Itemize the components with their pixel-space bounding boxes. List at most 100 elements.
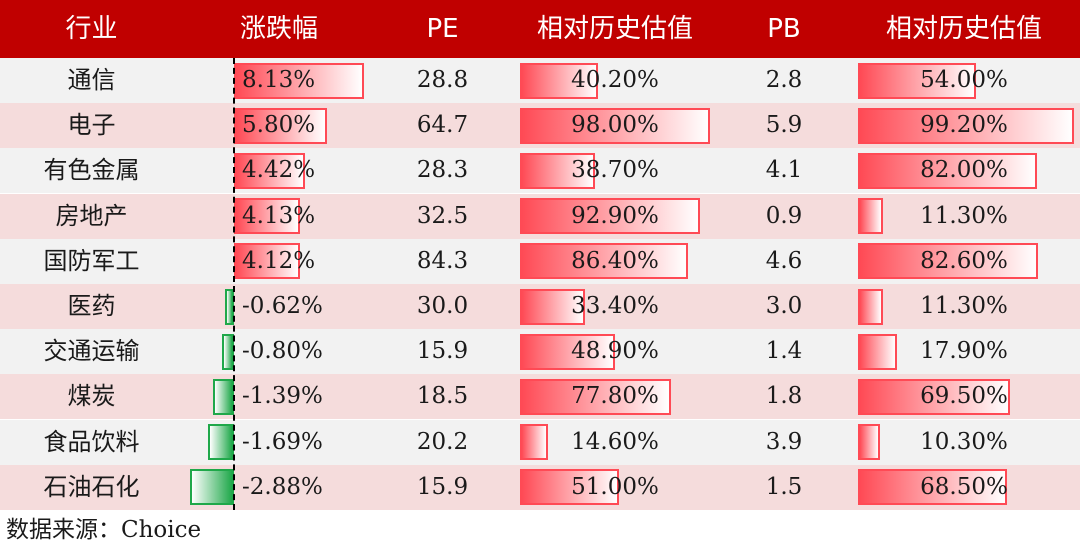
pe-relative-bar xyxy=(520,107,711,144)
pb-value: 1.4 xyxy=(765,338,803,365)
pe-relative-value: 77.80% xyxy=(571,383,659,410)
pb-relative-value: 17.90% xyxy=(920,338,1008,365)
change-value: 8.13% xyxy=(242,67,316,93)
change-bar xyxy=(189,469,234,506)
pb-relative-value: 54.00% xyxy=(920,67,1008,93)
pe-relative-bar xyxy=(520,424,549,461)
pb-value: 5.9 xyxy=(765,112,803,139)
pb-relative-value: 82.00% xyxy=(920,157,1008,184)
pe-relative-value: 38.70% xyxy=(571,157,659,184)
header-change: 涨跌幅 xyxy=(239,14,318,44)
table-row: 交通运输 -0.80% 15.9 48.90% 1.4 17.90% xyxy=(0,329,1080,375)
pe-value: 15.9 xyxy=(416,473,469,500)
change-value: 4.13% xyxy=(242,202,316,229)
pb-relative-value: 82.60% xyxy=(920,247,1008,274)
pb-relative-bar xyxy=(858,424,881,461)
industry-name: 交通运输 xyxy=(43,337,140,366)
industry-name: 通信 xyxy=(67,66,116,94)
pb-relative-value: 99.20% xyxy=(920,112,1008,139)
pb-relative-value: 11.30% xyxy=(920,202,1008,229)
pb-relative-value: 10.30% xyxy=(920,428,1008,455)
industry-valuation-table: 行业 涨跌幅 PE 相对历史估值 PB 相对历史估值 通信 8.13% 28.8 40… xyxy=(0,0,1080,510)
pe-value: 20.2 xyxy=(416,428,469,455)
change-value: 4.42% xyxy=(242,157,316,184)
pb-value: 3.0 xyxy=(765,293,803,319)
pe-relative-bar xyxy=(520,469,619,506)
change-value: 4.12% xyxy=(242,247,316,274)
pe-value: 28.8 xyxy=(416,67,469,93)
change-value: -2.88% xyxy=(242,473,323,500)
change-bar xyxy=(234,62,365,99)
table-row: 国防军工 4.12% 84.3 86.40% 4.6 82.60% xyxy=(0,238,1080,284)
pe-value: 32.5 xyxy=(416,202,469,229)
pe-relative-value: 98.00% xyxy=(571,112,659,139)
pb-value: 3.9 xyxy=(765,428,803,455)
pe-relative-value: 48.90% xyxy=(571,338,659,365)
table-row: 有色金属 4.42% 28.3 38.70% 4.1 82.00% xyxy=(0,148,1080,194)
table-row: 石油石化 -2.88% 15.9 51.00% 1.5 68.50% xyxy=(0,464,1080,510)
pb-relative-bar xyxy=(858,198,883,235)
change-value: -0.80% xyxy=(242,338,323,365)
industry-name: 有色金属 xyxy=(43,156,140,185)
source-note: 数据来源：Choice xyxy=(6,517,202,543)
pe-relative-bar xyxy=(520,152,596,189)
change-bar xyxy=(234,152,305,189)
change-zero-axis xyxy=(233,58,235,510)
pb-relative-value: 11.30% xyxy=(920,293,1008,319)
pb-relative-bar xyxy=(858,378,1010,415)
pb-value: 1.8 xyxy=(765,383,803,410)
pe-relative-bar xyxy=(520,378,671,415)
industry-name: 房地产 xyxy=(55,201,128,230)
industry-name: 石油石化 xyxy=(43,472,140,501)
industry-name: 煤炭 xyxy=(67,382,116,411)
header-pb-relative: 相对历史估值 xyxy=(885,14,1042,44)
pb-relative-bar xyxy=(858,333,898,370)
header-pb: PB xyxy=(767,14,801,44)
pe-relative-bar xyxy=(520,62,598,99)
table-header: 行业 涨跌幅 PE 相对历史估值 PB 相对历史估值 xyxy=(0,0,1080,58)
pb-value: 1.5 xyxy=(765,473,803,500)
table-row: 医药 -0.62% 30.0 33.40% 3.0 11.30% xyxy=(0,284,1080,329)
table-row: 煤炭 -1.39% 18.5 77.80% 1.8 69.50% xyxy=(0,374,1080,420)
table-row: 电子 5.80% 64.7 98.00% 5.9 99.20% xyxy=(0,103,1080,149)
pe-relative-value: 14.60% xyxy=(571,428,659,455)
change-bar xyxy=(221,333,234,370)
change-bar xyxy=(224,288,234,325)
pb-relative-bar xyxy=(858,288,883,325)
industry-name: 电子 xyxy=(67,111,116,140)
pb-value: 4.6 xyxy=(765,247,803,274)
pe-relative-value: 33.40% xyxy=(571,293,659,319)
pe-value: 30.0 xyxy=(416,293,469,319)
pb-relative-bar xyxy=(858,469,1008,506)
pb-value: 4.1 xyxy=(765,157,803,184)
pb-value: 0.9 xyxy=(765,202,803,229)
pe-value: 28.3 xyxy=(416,157,469,184)
pe-relative-value: 51.00% xyxy=(571,473,659,500)
change-bar xyxy=(212,378,234,415)
change-value: -1.39% xyxy=(242,383,323,410)
pe-relative-bar xyxy=(520,288,585,325)
change-value: -1.69% xyxy=(242,428,323,455)
pb-relative-bar xyxy=(858,62,976,99)
change-bar xyxy=(234,107,327,144)
pe-value: 18.5 xyxy=(416,383,469,410)
pb-relative-bar xyxy=(858,243,1039,280)
pe-relative-bar xyxy=(520,333,615,370)
pe-value: 84.3 xyxy=(416,247,469,274)
change-value: 5.80% xyxy=(242,112,316,139)
pe-relative-bar xyxy=(520,198,701,235)
change-bar xyxy=(234,198,301,235)
industry-name: 医药 xyxy=(67,292,116,320)
industry-name: 食品饮料 xyxy=(43,427,140,456)
pb-relative-bar xyxy=(858,107,1075,144)
change-value: -0.62% xyxy=(242,293,323,319)
industry-name: 国防军工 xyxy=(43,246,140,275)
pe-value: 64.7 xyxy=(416,112,469,139)
header-pe: PE xyxy=(426,14,459,44)
pe-relative-bar xyxy=(520,243,688,280)
pe-value: 15.9 xyxy=(416,338,469,365)
table-row: 食品饮料 -1.69% 20.2 14.60% 3.9 10.30% xyxy=(0,419,1080,465)
pb-relative-bar xyxy=(858,152,1037,189)
pb-relative-value: 68.50% xyxy=(920,473,1008,500)
table-row: 通信 8.13% 28.8 40.20% 2.8 54.00% xyxy=(0,58,1080,103)
